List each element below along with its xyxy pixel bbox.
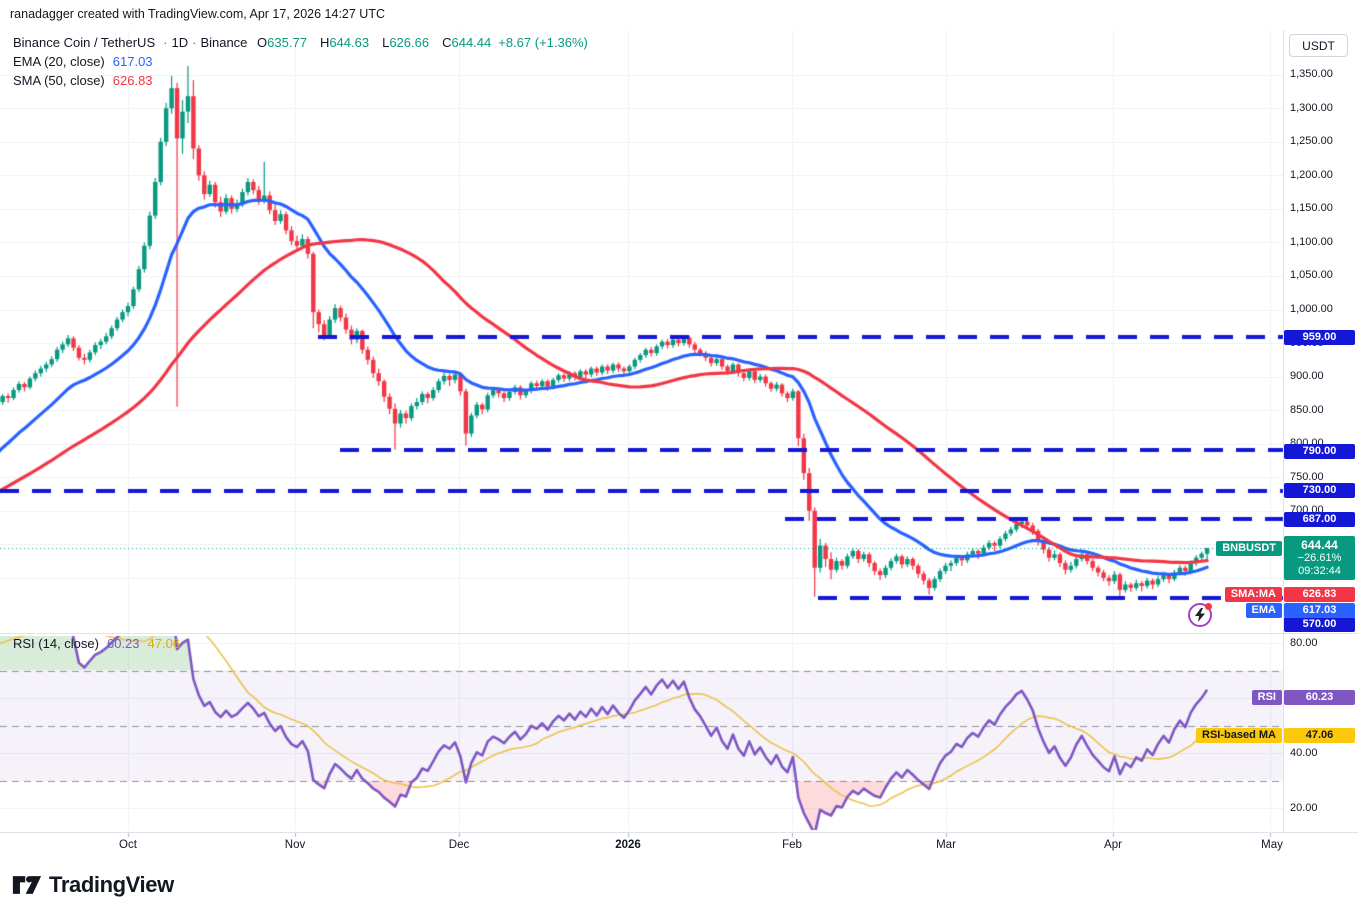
instant-trading-button[interactable]: [1188, 603, 1212, 627]
price-tick-label: 900.00: [1290, 370, 1324, 383]
close-key: C: [442, 35, 452, 50]
price-tick-label: 1,250.00: [1290, 135, 1333, 148]
sma-ma-tag: SMA:MA: [1224, 586, 1282, 602]
last-price-badge: 644.44 −26.61% 09:32:44: [1284, 536, 1355, 580]
price-tick-label: 1,000.00: [1290, 303, 1333, 315]
time-axis-label: Nov: [284, 839, 306, 851]
high-key: H: [319, 35, 330, 50]
ema-tag: EMA: [1245, 602, 1282, 618]
time-axis-label: 2026: [615, 839, 641, 851]
price-tick-label: 1,200.00: [1290, 168, 1333, 181]
rsi-ma-value: 47.06: [147, 636, 181, 651]
legend-sma-row[interactable]: SMA (50, close) 626.83: [13, 71, 595, 90]
low-value: 626.66: [389, 35, 430, 50]
level-price-badge: 790.00: [1284, 443, 1355, 459]
price-tick-label: 750.00: [1290, 470, 1324, 483]
rsi-tick-label: 40.00: [1290, 746, 1318, 759]
rsi-tag: RSI: [1251, 689, 1282, 705]
rsi-value: 60.23: [106, 636, 140, 651]
legend-ema-row[interactable]: EMA (20, close) 617.03: [13, 52, 595, 71]
price-tick-label: 1,100.00: [1290, 235, 1333, 248]
indicator-value-badge: 47.06: [1284, 727, 1355, 743]
time-axis-border: [0, 832, 1358, 833]
attribution-text: ranadagger created with TradingView.com,…: [10, 7, 385, 21]
level-price-badge: 730.00: [1284, 482, 1355, 498]
tradingview-logo[interactable]: TradingView: [12, 872, 174, 898]
time-axis-label: Mar: [936, 839, 956, 851]
time-axis-label: Dec: [448, 839, 470, 851]
indicator-value-badge: 617.03: [1284, 602, 1355, 618]
exchange-label: Binance: [200, 35, 248, 50]
rsi-tick-label: 80.00: [1290, 636, 1318, 649]
close-value: 644.44: [451, 35, 492, 50]
time-axis-label: May: [1261, 839, 1283, 851]
price-axis-border: [1283, 30, 1284, 832]
change-value: +8.67 (+1.36%): [498, 35, 588, 50]
last-price-change-pct: −26.61%: [1297, 552, 1342, 564]
symbol-title: Binance Coin / TetherUS: [13, 35, 156, 50]
sma-label: SMA (50, close): [13, 73, 105, 88]
legend-separator: ·: [192, 35, 197, 50]
symbol-legend: Binance Coin / TetherUS · 1D · Binance O635.…: [13, 33, 595, 90]
legend-symbol-row[interactable]: Binance Coin / TetherUS · 1D · Binance O635.…: [13, 33, 595, 52]
indicator-value-badge: 626.83: [1284, 586, 1355, 602]
currency-toggle-button[interactable]: USDT: [1289, 34, 1348, 57]
bnbusdt-tag: BNBUSDT: [1216, 540, 1282, 556]
tradingview-logo-icon: [12, 876, 42, 894]
ema-label: EMA (20, close): [13, 54, 105, 69]
level-price-badge: 959.00: [1284, 329, 1355, 345]
rsi-tick-label: 20.00: [1290, 801, 1318, 814]
low-key: L: [382, 35, 390, 50]
open-key: O: [257, 35, 268, 50]
level-price-badge: 570.00: [1284, 616, 1355, 632]
price-tick-label: 1,350.00: [1290, 68, 1333, 81]
level-price-badge: 687.00: [1284, 511, 1355, 527]
price-tick-label: 1,050.00: [1290, 269, 1333, 282]
lightning-icon: [1195, 608, 1205, 622]
high-value: 644.63: [329, 35, 370, 50]
time-axis[interactable]: Oct Nov Dec 2026 Feb Mar Apr May: [0, 832, 1290, 858]
rsi-label: RSI (14, close): [13, 636, 99, 651]
ema-value: 617.03: [112, 54, 153, 69]
notification-dot: [1205, 603, 1212, 610]
legend-separator: ·: [163, 35, 168, 50]
price-tick-label: 850.00: [1290, 403, 1324, 416]
time-axis-label: Apr: [1104, 839, 1122, 851]
open-value: 635.77: [267, 35, 307, 50]
time-axis-label: Feb: [782, 839, 802, 851]
price-tick-label: 1,150.00: [1290, 202, 1333, 215]
pane-separator[interactable]: [0, 633, 1358, 634]
rsi-legend-row[interactable]: RSI (14, close) 60.23 47.06: [13, 636, 180, 651]
last-price-value: 644.44: [1301, 538, 1338, 552]
price-tick-label: 1,300.00: [1290, 101, 1333, 114]
bar-countdown: 09:32:44: [1298, 565, 1341, 577]
interval-label[interactable]: 1D: [171, 35, 189, 50]
rsi-based-ma-tag: RSI-based MA: [1196, 727, 1282, 743]
tradingview-logo-text: TradingView: [49, 872, 174, 897]
time-axis-label: Oct: [119, 839, 137, 851]
indicator-value-badge: 60.23: [1284, 689, 1355, 705]
sma-value: 626.83: [112, 73, 153, 88]
